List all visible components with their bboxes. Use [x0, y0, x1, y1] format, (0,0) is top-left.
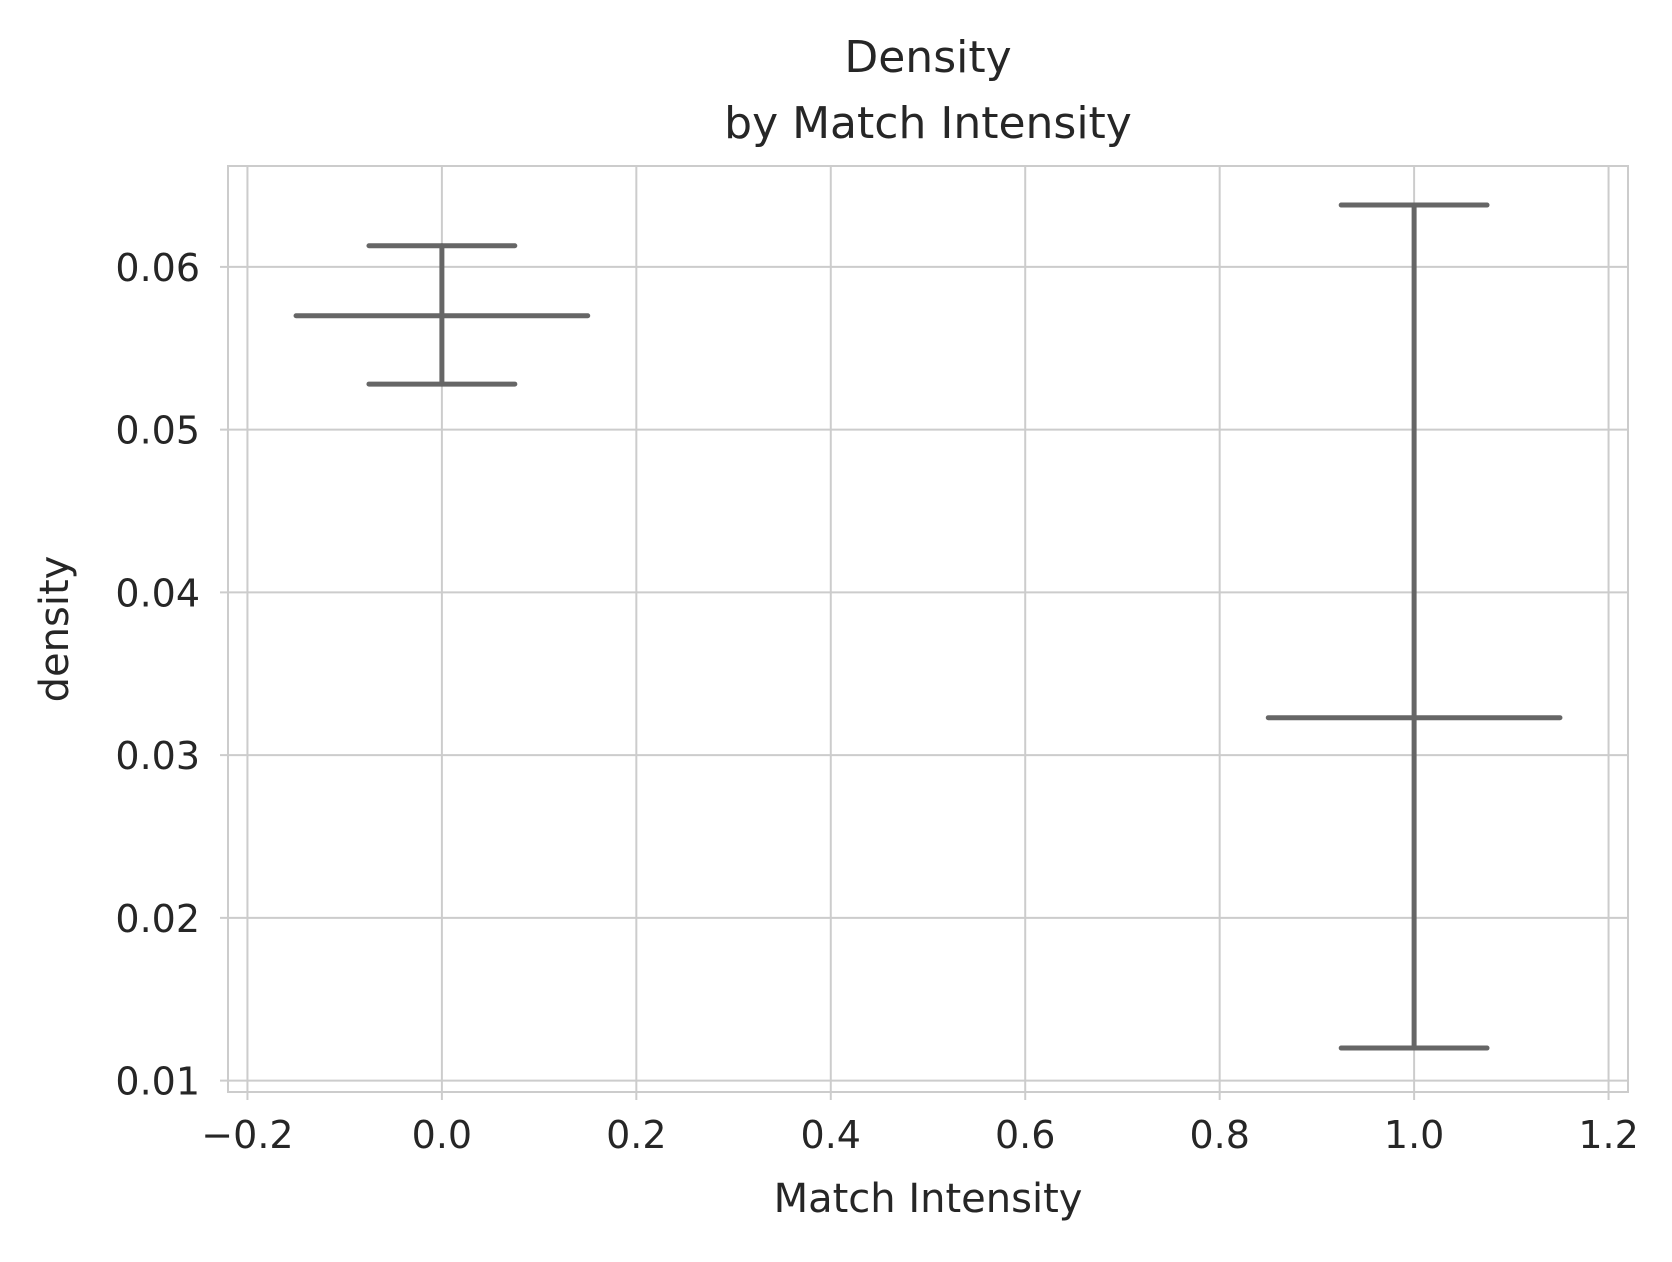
errorbar-point-0: [293, 243, 591, 387]
x-tick-label: 0.2: [606, 1113, 666, 1157]
errorbar-point-1: [1265, 202, 1563, 1051]
x-tick-label: 1.0: [1384, 1113, 1444, 1157]
y-axis-ticks: 0.01 0.02 0.03 0.04 0.05 0.06: [115, 246, 228, 1104]
y-tick-label: 0.04: [115, 571, 200, 615]
x-tick-label: 1.2: [1578, 1113, 1638, 1157]
x-tick-label: −0.2: [201, 1113, 293, 1157]
y-tick-label: 0.01: [115, 1060, 200, 1104]
x-tick-label: 0.6: [995, 1113, 1055, 1157]
x-tick-label: 0.4: [801, 1113, 861, 1157]
grid-lines: [228, 166, 1628, 1092]
y-tick-label: 0.03: [115, 734, 200, 778]
x-axis-ticks: −0.2 0.0 0.2 0.4 0.6 0.8 1.0 1.2: [201, 1092, 1639, 1157]
errorbar-series: [293, 202, 1563, 1051]
plot-area-frame: [227, 165, 1629, 1093]
y-axis-label: density: [32, 556, 78, 703]
chart-title-line-2: by Match Intensity: [724, 98, 1132, 149]
x-axis-label: Match Intensity: [774, 1176, 1083, 1222]
y-tick-label: 0.02: [115, 897, 200, 941]
chart-title-line-1: Density: [844, 32, 1011, 83]
y-tick-label: 0.05: [115, 409, 200, 453]
x-tick-label: 0.0: [412, 1113, 472, 1157]
x-tick-label: 0.8: [1189, 1113, 1249, 1157]
y-tick-label: 0.06: [115, 246, 200, 290]
